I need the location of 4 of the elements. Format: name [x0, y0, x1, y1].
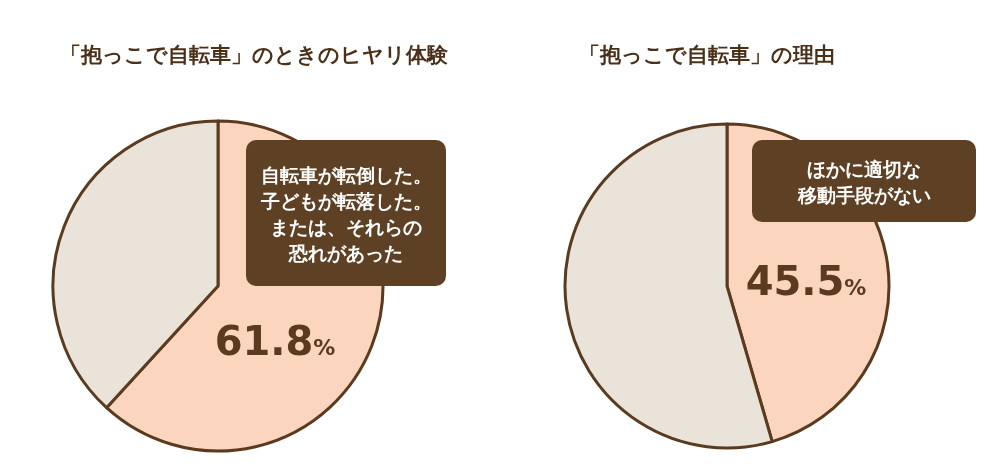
slice-label: 自転車が転倒した。子どもが転落した。または、それらの恐れがあった [259, 164, 432, 264]
title: 「抱っこで自転車」の理由 [579, 43, 835, 67]
slice-label: ほかに適切な移動手段がない [796, 158, 931, 206]
title: 「抱っこで自転車」のときのヒヤリ体験 [60, 43, 448, 67]
